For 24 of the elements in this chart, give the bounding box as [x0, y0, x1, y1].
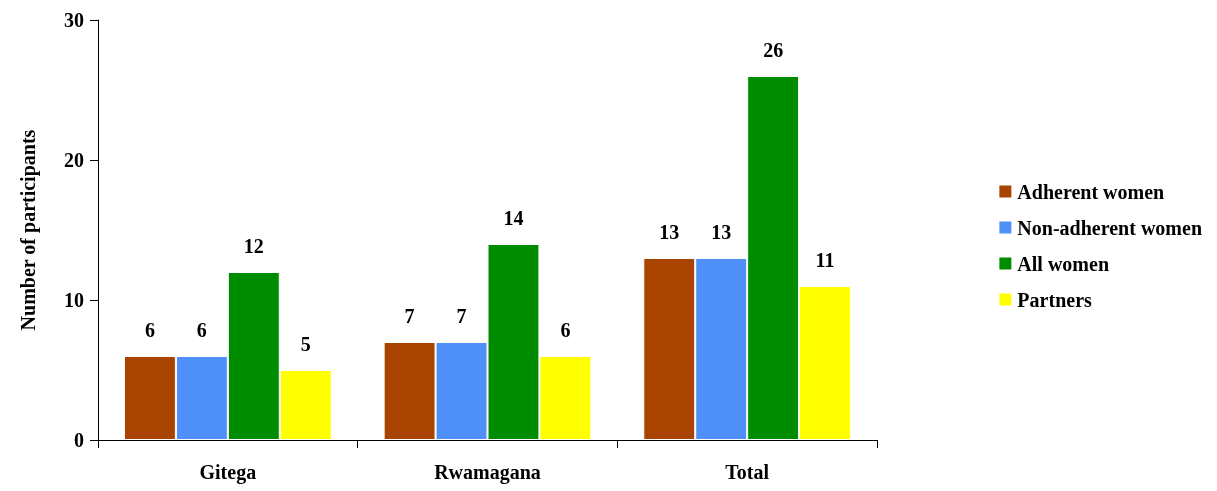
y-axis-title: Number of participants — [17, 129, 40, 331]
data-label: 5 — [300, 333, 311, 355]
data-label: 12 — [243, 235, 264, 257]
data-label: 14 — [503, 207, 524, 229]
legend-label: Non-adherent women — [1017, 216, 1203, 239]
legend-label: Adherent women — [1017, 180, 1165, 203]
data-label: 6 — [144, 319, 155, 341]
data-label: 6 — [196, 319, 207, 341]
data-label: 13 — [659, 221, 680, 243]
y-tick-label: 0 — [74, 429, 84, 451]
x-tick-label: Rwamagana — [434, 461, 541, 484]
legend-label: Partners — [1017, 288, 1092, 311]
data-label: 7 — [404, 305, 415, 327]
y-tick-label: 20 — [64, 149, 84, 171]
data-label: 6 — [560, 319, 571, 341]
data-label: 11 — [815, 249, 835, 271]
data-label: 7 — [456, 305, 467, 327]
x-tick-label: Gitega — [199, 461, 257, 484]
data-label: 26 — [763, 39, 784, 61]
data-label: 13 — [711, 221, 732, 243]
legend-label: All women — [1017, 252, 1110, 275]
y-tick-label: 10 — [64, 289, 84, 311]
y-tick-label: 30 — [64, 9, 84, 31]
x-tick-label: Total — [725, 461, 770, 483]
